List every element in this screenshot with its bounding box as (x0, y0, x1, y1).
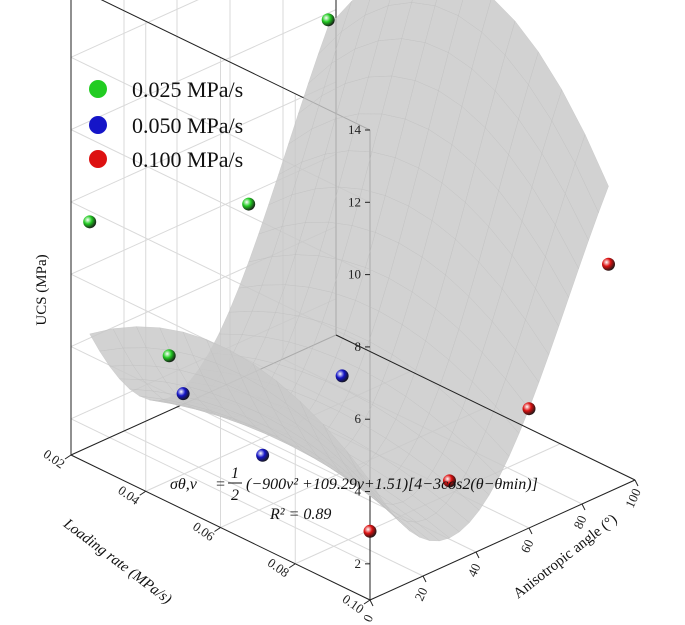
grid-line (70, 81, 337, 203)
x-tick (581, 503, 586, 511)
point-0.050MPas (176, 387, 190, 401)
fraction-den: 2 (231, 487, 239, 504)
point-0.050MPas (335, 369, 349, 383)
frame-edge (335, 334, 636, 481)
x-tick (475, 551, 480, 559)
x-axis-label: Anisotropic angle (°) (511, 512, 621, 603)
y-tick-label: 0.04 (115, 482, 143, 508)
legend-marker-0.100 (89, 150, 107, 168)
fitted-surface (89, 0, 609, 542)
surface-cell (458, 0, 492, 33)
x-tick-label: 80 (570, 513, 589, 531)
x-tick-label: 40 (464, 561, 483, 579)
surface-cell (364, 0, 391, 16)
y-tick-label: 0.06 (190, 519, 218, 545)
frame-edge (369, 479, 636, 601)
surface-cell (434, 0, 463, 16)
x-tick (634, 479, 639, 487)
y-tick (363, 599, 371, 605)
y-tick-label: 0.08 (265, 555, 292, 580)
point-0.025MPas (162, 349, 176, 363)
equals-sign: = (215, 476, 226, 493)
surface-cell (575, 134, 609, 214)
fraction-num: 1 (231, 465, 239, 482)
z-tick-label: 14 (348, 122, 362, 137)
surface-cell (388, 0, 413, 6)
data-points (83, 13, 615, 538)
equation-lhs: σθ,v (170, 476, 198, 493)
z-tick-label: 8 (355, 339, 362, 354)
y-tick-label: 0.02 (41, 446, 68, 471)
y-tick (288, 563, 296, 569)
r-squared: R² = 0.89 (269, 506, 331, 523)
z-tick-label: 6 (355, 411, 362, 426)
y-tick (139, 490, 147, 496)
point-0.100MPas (363, 524, 377, 538)
legend-label-0.100: 0.100 MPa/s (132, 147, 243, 172)
point-0.050MPas (256, 448, 270, 462)
x-tick-label: 0 (360, 612, 376, 624)
point-0.025MPas (321, 13, 335, 27)
legend-label-0.025: 0.025 MPa/s (132, 77, 243, 102)
x-tick (528, 527, 533, 535)
legend-label-0.050: 0.050 MPa/s (132, 113, 243, 138)
z-tick-label: 4 (355, 484, 362, 499)
legend-marker-0.025 (89, 80, 107, 98)
z-tick-label: 2 (355, 556, 362, 571)
equation-annotation: σθ,v = 1 2 (−900v² +109.29v+1.51)[4−3cos… (170, 465, 538, 523)
front-frame (335, 334, 636, 601)
x-tick-label: 20 (411, 585, 430, 603)
point-0.100MPas (522, 402, 536, 416)
point-0.025MPas (242, 197, 256, 211)
surface-cell (411, 0, 437, 6)
legend-marker-0.050 (89, 116, 107, 134)
z-axis-label: UCS (MPa) (34, 254, 50, 325)
point-0.100MPas (602, 257, 615, 271)
x-tick (369, 599, 374, 607)
z-tick-label: 10 (348, 267, 361, 282)
y-tick (214, 527, 221, 532)
z-tick-label: 12 (348, 194, 361, 209)
surface-cell (341, 0, 370, 32)
x-tick-label: 60 (517, 537, 536, 555)
point-0.100MPas (443, 474, 456, 488)
x-tick (422, 575, 427, 583)
grid-line (70, 9, 337, 131)
tick-labels: 24681012140.020.040.060.080.100204060801… (41, 122, 644, 624)
grid-line (70, 0, 199, 58)
legend: 0.025 MPa/s 0.050 MPa/s 0.100 MPa/s (89, 77, 243, 172)
equation-rhs: (−900v² +109.29v+1.51)[4−3cos2(θ−θmin)] (246, 476, 538, 493)
point-0.025MPas (83, 215, 97, 229)
y-tick (64, 454, 72, 460)
x-tick-label: 100 (622, 486, 644, 510)
y-axis-label: Loading rate (MPa/s) (60, 515, 175, 607)
